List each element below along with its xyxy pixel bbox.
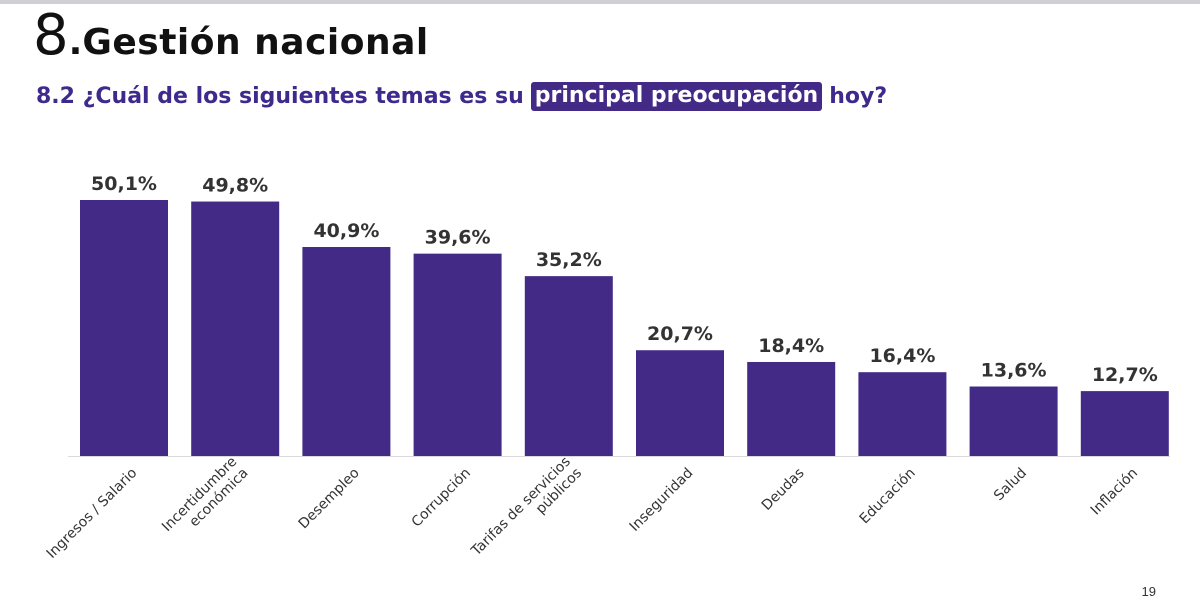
category-label: Inflación [1088,465,1141,518]
bar [191,201,280,456]
section-header: 8 . Gestión nacional [33,8,429,64]
bar-group: 49,8% Incertidumbreeconómica [159,175,280,546]
page-number: 19 [1141,584,1156,599]
value-label: 35,2% [536,249,602,271]
question-title: 8.2 ¿Cuál de los siguientes temas es su … [36,82,887,111]
bar [969,386,1058,456]
top-rule [0,0,1200,4]
category-label: Educación [857,465,919,527]
category-label: Incertidumbreeconómica [159,454,251,546]
bar [747,361,836,456]
value-label: 12,7% [1092,364,1158,386]
bar [636,350,724,456]
bar-group: 20,7% Inseguridad [627,323,724,535]
section-dot: . [68,22,83,63]
bar [413,253,502,456]
section-title: Gestión nacional [82,22,429,63]
bar [302,247,391,456]
bar-group: 18,4% Deudas [747,335,836,514]
category-label: Desempleo [296,465,363,532]
category-label-line: Inseguridad [627,465,697,535]
value-label: 13,6% [981,360,1047,382]
value-label: 18,4% [758,335,824,357]
bar-group: 12,7% Inflación [1080,364,1169,518]
bar-group: 13,6% Salud [969,360,1058,504]
section-number: 8 [33,3,69,68]
category-label-line: Ingresos / Salario [44,465,141,562]
category-label-line: Deudas [759,465,808,514]
value-label: 40,9% [313,220,379,242]
category-label-line: Educación [857,465,919,527]
category-label-line: Inflación [1088,465,1141,518]
category-label-line: Tarifas de servicios [468,454,574,560]
bar [1080,391,1169,456]
category-label: Deudas [759,465,808,514]
value-label: 20,7% [647,323,713,345]
category-label-line: Desempleo [296,465,363,532]
bar [524,276,613,456]
value-label: 49,8% [202,175,268,197]
bar-group: 50,1% Ingresos / Salario [44,173,168,562]
category-label: Salud [991,465,1030,504]
bar [80,200,168,456]
value-label: 50,1% [91,173,157,195]
value-label: 39,6% [425,227,491,249]
value-label: 16,4% [869,345,935,367]
category-label-line: Salud [991,465,1030,504]
category-label: Inseguridad [627,465,697,535]
category-label-line: Corrupción [409,465,474,530]
category-label: Ingresos / Salario [44,465,141,562]
bar [858,372,947,456]
bar-group: 39,6% Corrupción [409,227,502,530]
question-prefix: 8.2 ¿Cuál de los siguientes temas es su [36,84,524,109]
bar-group: 40,9% Desempleo [296,220,391,532]
bar-group: 16,4% Educación [857,345,947,527]
category-label: Corrupción [409,465,474,530]
question-highlight: principal preocupación [530,82,823,111]
category-label: Tarifas de serviciospúblicos [468,454,585,571]
question-suffix: hoy? [829,84,888,109]
